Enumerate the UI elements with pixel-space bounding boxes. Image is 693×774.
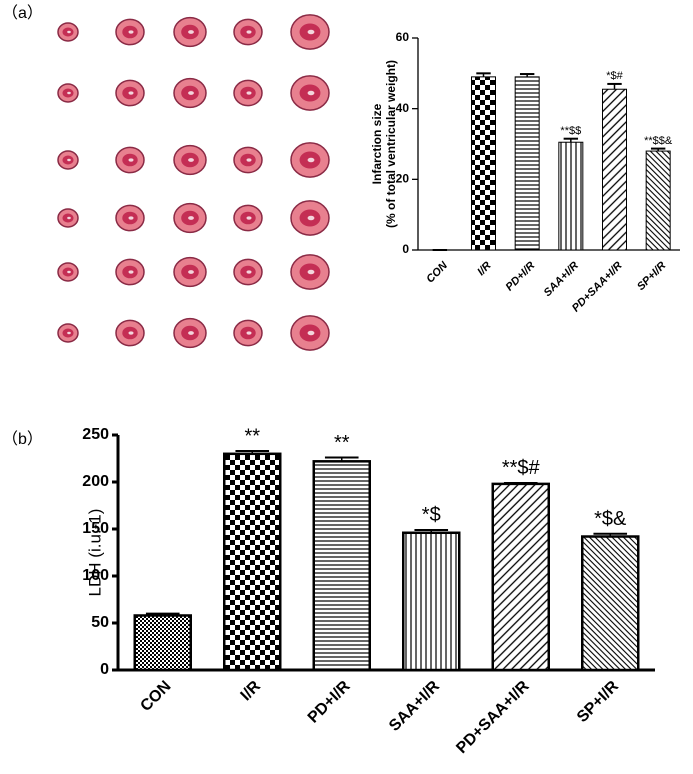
x-tick-label: I/R — [475, 260, 493, 278]
heart-cavity — [307, 269, 315, 275]
heart-cavity — [246, 158, 252, 162]
heart-cavity — [188, 331, 194, 335]
significance-label: ** — [244, 425, 260, 447]
y-tick-label: 0 — [402, 242, 409, 256]
y-tick-label: 100 — [82, 567, 109, 584]
heart-cavity — [128, 216, 134, 220]
x-tick-label: CON — [424, 259, 451, 286]
y-axis-label: (% of total ventricular weight) — [384, 60, 398, 228]
y-tick-label: 40 — [396, 101, 410, 115]
significance-label: **$# — [502, 457, 541, 479]
significance-label: **$$& — [644, 135, 673, 147]
x-tick-label: SP+I/R — [635, 260, 668, 293]
panel-label: （b） — [2, 430, 43, 448]
significance-label: **$$ — [560, 125, 581, 137]
heart-cavity — [128, 270, 134, 274]
heart-cavity — [67, 158, 71, 162]
heart-cavity — [67, 91, 71, 95]
heart-cavity — [67, 331, 71, 335]
y-axis-label: Infarction size — [370, 103, 384, 184]
y-tick-label: 50 — [91, 614, 109, 631]
heart-cavity — [246, 331, 252, 335]
heart-cavity — [67, 30, 71, 34]
bar — [471, 76, 496, 251]
bar — [514, 76, 540, 251]
significance-label: ** — [334, 432, 350, 454]
heart-cavity — [67, 270, 71, 274]
heart-cavity — [188, 270, 194, 274]
panel-label: （a） — [2, 4, 43, 22]
bar — [645, 150, 671, 251]
heart-cavity — [188, 91, 194, 95]
x-tick-label: I/R — [238, 677, 265, 704]
heart-cavity — [188, 158, 194, 162]
bar — [581, 535, 640, 672]
heart-cavity — [246, 270, 252, 274]
y-tick-label: 20 — [396, 172, 410, 186]
heart-cavity — [246, 30, 252, 34]
x-tick-label: SP+I/R — [574, 677, 623, 726]
significance-label: *$ — [422, 504, 441, 526]
x-tick-label: PD+I/R — [504, 260, 538, 294]
bar — [402, 531, 461, 672]
x-tick-label: PD+I/R — [305, 677, 354, 726]
y-tick-label: 0 — [100, 661, 109, 678]
bar — [558, 141, 584, 251]
heart-cavity — [188, 216, 194, 220]
bar — [491, 482, 550, 672]
bar — [312, 460, 371, 672]
heart-slices-photo — [57, 14, 330, 351]
heart-cavity — [128, 158, 134, 162]
x-tick-label: SAA+I/R — [542, 260, 581, 299]
heart-cavity — [128, 30, 134, 34]
heart-cavity — [307, 29, 315, 35]
heart-cavity — [307, 90, 315, 96]
y-tick-label: 150 — [82, 520, 109, 537]
heart-cavity — [128, 91, 134, 95]
y-tick-label: 200 — [82, 473, 109, 490]
y-axis-label: LDH (i.u.-1) — [85, 509, 104, 597]
heart-cavity — [307, 157, 315, 163]
heart-cavity — [307, 215, 315, 221]
x-tick-label: CON — [137, 678, 174, 715]
heart-cavity — [246, 91, 252, 95]
x-tick-label: SAA+I/R — [386, 677, 443, 734]
heart-cavity — [188, 30, 194, 34]
y-tick-label: 250 — [82, 426, 109, 443]
y-tick-label: 60 — [396, 30, 410, 44]
heart-cavity — [67, 216, 71, 220]
heart-cavity — [246, 216, 252, 220]
significance-label: *$# — [606, 70, 623, 82]
bar — [133, 614, 192, 672]
x-tick-label: PD+SAA+I/R — [453, 677, 533, 757]
heart-cavity — [307, 330, 315, 336]
bar — [223, 452, 282, 672]
bar — [602, 88, 627, 251]
significance-label: *$& — [594, 508, 627, 530]
heart-cavity — [128, 331, 134, 335]
